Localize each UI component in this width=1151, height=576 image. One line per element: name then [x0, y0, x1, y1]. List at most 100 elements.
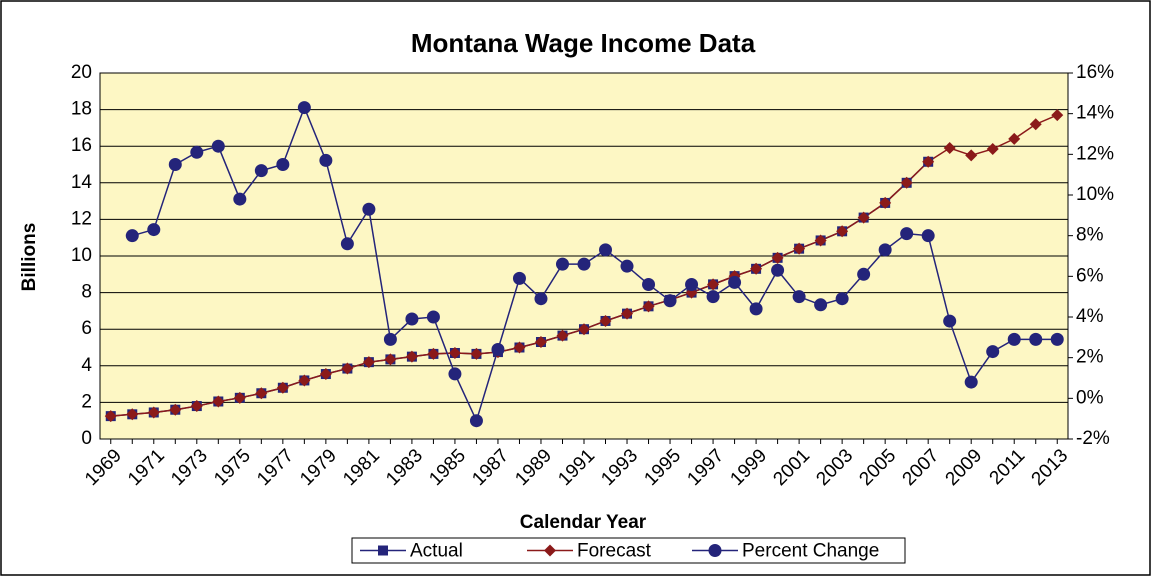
marker-diamond [341, 362, 354, 375]
marker-circle [749, 302, 763, 316]
marker-diamond [470, 347, 483, 360]
marker-circle [405, 312, 419, 326]
legend-label: Percent Change [742, 541, 879, 562]
x-axis-title: Calendar Year [520, 512, 647, 533]
marker-diamond [965, 149, 978, 162]
y2-tick-label: 8% [1076, 225, 1104, 246]
marker-diamond [621, 307, 634, 320]
y-tick-label: 10 [71, 245, 92, 266]
marker-circle [857, 267, 871, 281]
marker-circle [276, 158, 290, 171]
chart-title: Montana Wage Income Data [411, 28, 756, 58]
marker-circle [211, 139, 225, 153]
y-tick-label: 14 [71, 172, 93, 193]
marker-diamond [1008, 132, 1021, 145]
y-axis-title: Billions [19, 223, 40, 292]
marker-diamond [836, 225, 849, 238]
marker-circle [663, 294, 677, 308]
y2-tick-label: 14% [1076, 103, 1114, 124]
y-tick-label: 0 [81, 428, 92, 449]
y-tick-label: 2 [81, 391, 92, 412]
marker-diamond [1051, 109, 1064, 122]
marker-circle [1007, 332, 1021, 346]
marker-diamond [427, 347, 440, 360]
marker-diamond [793, 242, 806, 255]
marker-diamond [900, 176, 913, 189]
marker-square [378, 545, 388, 556]
legend-label: Actual [410, 541, 463, 562]
marker-circle [771, 263, 785, 277]
marker-circle [512, 271, 526, 285]
marker-circle [491, 343, 505, 357]
marker-diamond [513, 341, 526, 354]
marker-diamond [599, 314, 612, 327]
marker-circle [1029, 332, 1043, 346]
marker-diamond [986, 142, 999, 155]
marker-circle [383, 332, 397, 346]
marker-diamond [362, 356, 375, 369]
marker-circle [254, 164, 268, 178]
marker-circle [792, 290, 806, 304]
marker-diamond [556, 329, 569, 342]
marker-circle [534, 292, 548, 306]
marker-circle [426, 310, 440, 324]
y-tick-label: 6 [81, 318, 92, 339]
legend-label: Forecast [577, 541, 652, 562]
marker-circle [448, 367, 462, 381]
marker-circle [168, 158, 182, 171]
marker-circle [319, 153, 333, 167]
marker-diamond [578, 323, 590, 336]
marker-circle [577, 257, 591, 271]
marker-circle [921, 229, 935, 243]
marker-circle [943, 314, 957, 328]
marker-diamond [190, 400, 203, 413]
marker-diamond [922, 155, 935, 168]
marker-diamond [233, 391, 246, 404]
marker-diamond [255, 387, 268, 400]
marker-circle [814, 298, 828, 312]
marker-circle [900, 227, 914, 241]
marker-circle [642, 277, 656, 291]
marker-circle [1050, 332, 1064, 346]
y-tick-label: 16 [71, 135, 92, 156]
legend-box [351, 537, 906, 564]
marker-diamond [814, 234, 827, 247]
marker-diamond [448, 346, 461, 359]
marker-diamond [169, 403, 182, 416]
marker-diamond [642, 300, 655, 313]
marker-diamond [276, 381, 289, 394]
marker-diamond [384, 353, 397, 366]
marker-circle [190, 145, 204, 159]
marker-circle [340, 237, 354, 251]
marker-diamond [879, 196, 892, 209]
y2-tick-label: 12% [1076, 143, 1114, 164]
marker-diamond [405, 350, 418, 363]
marker-circle [964, 375, 978, 389]
marker-diamond [857, 211, 870, 224]
marker-diamond [544, 544, 556, 557]
marker-diamond [707, 278, 720, 291]
marker-circle [878, 243, 892, 257]
y-tick-label: 8 [81, 282, 92, 303]
marker-circle [599, 243, 613, 257]
marker-circle [620, 259, 634, 273]
marker-circle [233, 192, 247, 206]
marker-diamond [943, 142, 956, 155]
marker-circle [708, 544, 722, 557]
marker-circle [986, 345, 1000, 359]
y2-tick-label: 16% [1076, 62, 1114, 83]
y-tick-label: 12 [71, 208, 92, 229]
marker-circle [685, 277, 699, 291]
y2-tick-label: -2% [1076, 428, 1110, 449]
marker-diamond [212, 395, 225, 408]
marker-circle [362, 202, 376, 216]
marker-circle [125, 229, 139, 243]
marker-diamond [126, 408, 139, 421]
marker-diamond [750, 262, 763, 275]
marker-circle [706, 290, 720, 304]
y2-tick-label: 6% [1076, 265, 1104, 286]
marker-diamond [104, 410, 117, 423]
y2-tick-label: 10% [1076, 184, 1114, 205]
marker-diamond [298, 374, 311, 387]
marker-diamond [534, 336, 547, 349]
